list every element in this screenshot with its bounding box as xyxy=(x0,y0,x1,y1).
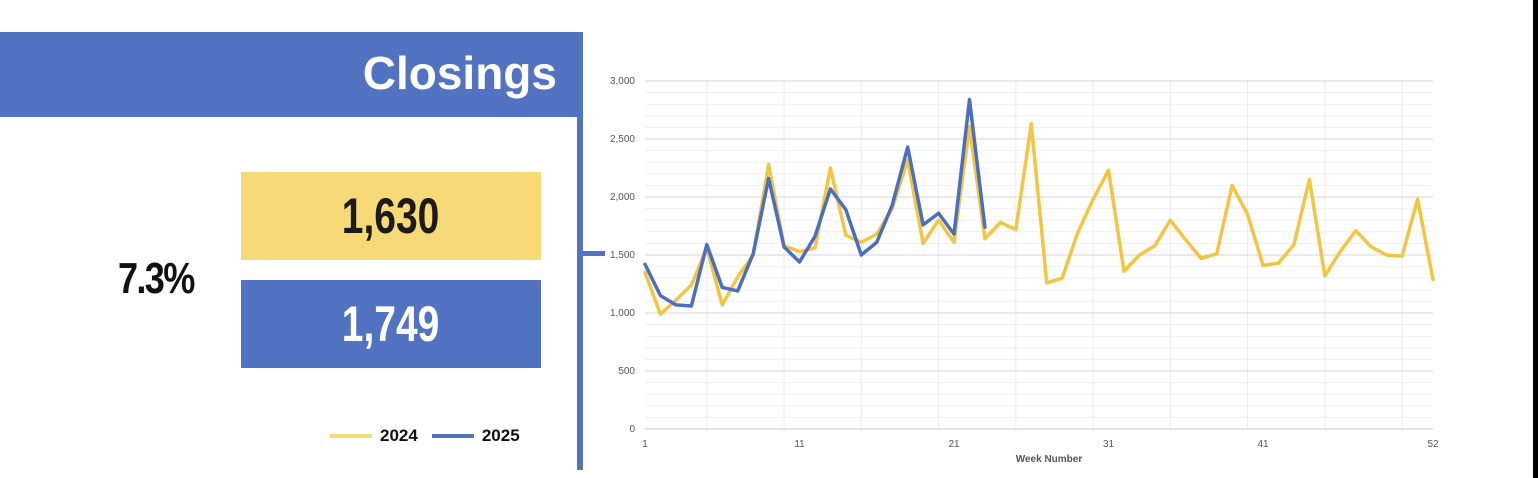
divider-line xyxy=(577,117,583,470)
divider-tick xyxy=(583,251,605,256)
x-tick-label: 52 xyxy=(1427,439,1439,450)
x-axis-title: Week Number xyxy=(1016,454,1083,465)
value-box-2025: 1,749 xyxy=(241,280,541,368)
legend-label-2024: 2024 xyxy=(380,426,418,445)
series-line-2024 xyxy=(643,122,1435,316)
x-tick-label: 31 xyxy=(1103,439,1115,450)
legend-swatch-2024 xyxy=(330,434,372,438)
value-box-2024: 1,630 xyxy=(241,172,541,260)
x-tick-label: 1 xyxy=(642,439,648,450)
title-banner: Closings xyxy=(0,32,583,117)
y-tick-label: 2,500 xyxy=(610,134,635,145)
value-2024: 1,630 xyxy=(342,188,440,244)
y-tick-label: 3,000 xyxy=(610,76,635,87)
y-tick-label: 2,000 xyxy=(610,192,635,203)
legend: 2024 2025 xyxy=(330,426,526,446)
y-tick-label: 1,500 xyxy=(610,250,635,261)
x-tick-label: 21 xyxy=(948,439,960,450)
legend-label-2025: 2025 xyxy=(481,426,520,445)
legend-swatch-2025 xyxy=(431,434,474,438)
page-title: Closings xyxy=(362,47,557,99)
legend-item-2025: 2025 xyxy=(431,426,520,446)
percent-change: 7.3% xyxy=(118,254,195,303)
y-tick-label: 1,000 xyxy=(610,308,635,319)
value-2025: 1,749 xyxy=(342,296,440,352)
x-tick-label: 41 xyxy=(1257,439,1269,450)
x-tick-label: 11 xyxy=(794,439,805,450)
y-tick-label: 500 xyxy=(618,366,635,377)
frame-edge xyxy=(1533,0,1538,478)
legend-item-2024: 2024 xyxy=(330,426,418,446)
series-line-2025 xyxy=(643,97,987,308)
y-tick-label: 0 xyxy=(629,424,635,435)
